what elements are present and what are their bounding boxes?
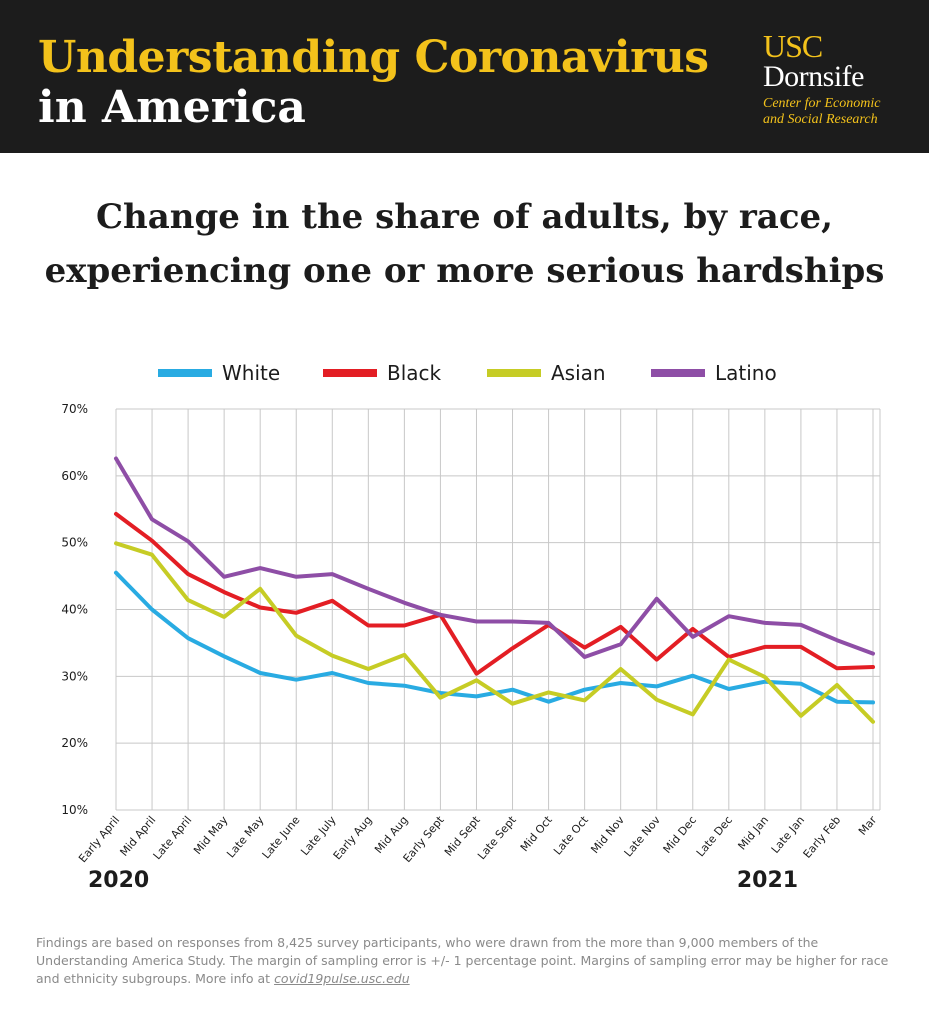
y-tick-label: 70% [61,402,88,416]
year-label-2021: 2021 [736,868,799,893]
x-tick-label: Mid Jan [735,814,771,853]
legend-label: Latino [715,361,777,385]
x-tick-label: Mid Oct [518,813,555,854]
legend-label: White [222,361,281,385]
header-banner: Understanding Coronavirus in America USC… [0,0,929,153]
legend-swatch [323,369,377,377]
x-tick-label: Early Feb [801,814,844,861]
series-line-latino [114,456,875,659]
y-tick-label: 30% [61,669,88,683]
legend-item-asian: Asian [487,358,606,388]
footnote-text: Findings are based on responses from 8,4… [36,935,889,986]
logo-subtitle-2: and Social Research [763,112,878,127]
logo-dornsife: Dornsife [763,60,864,93]
y-tick-label: 20% [61,736,88,750]
legend-item-latino: Latino [651,358,777,388]
legend-swatch [158,369,212,377]
y-tick-label: 10% [61,803,88,817]
chart-title: Change in the share of adults, by race, … [0,190,929,298]
footnote-link[interactable]: covid19pulse.usc.edu [274,971,410,986]
x-tick-label: Late Sept [475,813,519,862]
x-tick-label: Late Jan [769,814,808,856]
legend-label: Black [387,361,442,385]
header-title-line1: Understanding Coronavirus [38,32,709,83]
series-line-black [114,511,875,676]
x-tick-label: Late Oct [551,813,591,857]
legend-swatch [651,369,705,377]
x-tick-label: Early April [76,814,122,865]
footnote: Findings are based on responses from 8,4… [36,934,906,988]
chart-legend: White Black Asian Latino [0,358,929,388]
legend-swatch [487,369,541,377]
series-line-white [114,570,875,705]
legend-item-black: Black [323,358,441,388]
legend-item-white: White [158,358,280,388]
x-tick-label: Late June [260,813,303,861]
x-tick-label: Late Nov [622,813,664,859]
x-tick-label: Late April [151,814,195,863]
y-tick-label: 60% [61,469,88,483]
x-tick-label: Mid Nov [588,813,627,856]
header-title-line2: in America [38,82,306,133]
x-tick-label: Late Dec [694,814,735,860]
x-tick-label: Mid Dec [661,814,699,856]
legend-label: Asian [551,361,606,385]
year-label-2020: 2020 [88,868,150,893]
chart-title-line2: experiencing one or more serious hardshi… [44,251,885,291]
logo-subtitle-1: Center for Economic [763,96,881,111]
usc-dornsife-logo: USC Dornsife Center for Economic and Soc… [763,30,893,128]
chart-title-line1: Change in the share of adults, by race, [96,197,833,237]
logo-usc: USC [763,28,823,64]
x-tick-label: Mid Aug [372,814,411,856]
y-tick-label: 50% [61,536,88,550]
x-tick-label: Mar [856,813,880,838]
series-line-asian [114,541,875,724]
y-tick-label: 40% [61,603,88,617]
